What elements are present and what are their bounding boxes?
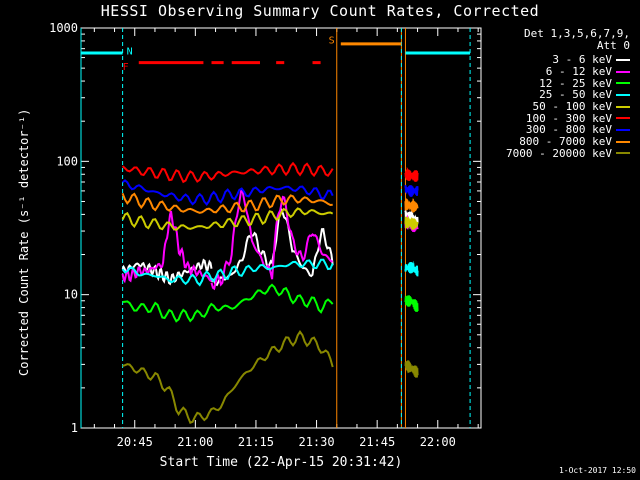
series-line: [122, 330, 334, 424]
legend-label: 100 - 300 keV: [525, 111, 612, 125]
series-line: [404, 198, 419, 213]
legend-label: 800 - 7000 keV: [519, 135, 612, 149]
legend: 3 - 6 keV 6 - 12 keV 12 - 25 keV 25 - 50 ke…: [480, 53, 630, 160]
series-300-800-kev: [121, 179, 419, 207]
legend-label: 300 - 800 keV: [525, 123, 612, 137]
flag-marker-n: N: [127, 46, 133, 57]
legend-entry: 800 - 7000 keV: [480, 135, 630, 149]
legend-label: 6 - 12 keV: [545, 65, 612, 79]
legend-swatch: [616, 140, 630, 143]
series-line: [210, 189, 333, 291]
legend-entry: 7000 - 20000 keV: [480, 146, 630, 160]
x-tick-label: 21:15: [238, 435, 274, 449]
legend-label: 25 - 50 keV: [539, 88, 612, 102]
legend-entry: 100 - 300 keV: [480, 111, 630, 125]
legend-swatch: [616, 58, 630, 61]
legend-label: 7000 - 20000 keV: [506, 146, 612, 160]
legend-label: 12 - 25 keV: [539, 76, 612, 90]
legend-swatch: [616, 128, 630, 131]
y-tick-label: 10: [64, 288, 78, 302]
legend-title: Det 1,3,5,6,7,9, Att 0: [524, 27, 630, 52]
y-tick-label: 1: [71, 421, 78, 435]
series-line: [210, 208, 334, 287]
legend-swatch: [616, 82, 630, 85]
legend-swatch: [616, 152, 630, 155]
series-line: [404, 294, 419, 312]
series-25-50-kev: [121, 258, 419, 287]
legend-entry: 50 - 100 keV: [480, 100, 630, 114]
series-line: [121, 179, 334, 207]
legend-swatch: [616, 105, 630, 108]
flag-marker-f: F: [123, 62, 129, 73]
series-800-7000-kev: [121, 192, 419, 214]
x-tick-label: 22:00: [420, 435, 456, 449]
legend-swatch: [616, 70, 630, 73]
x-tick-label: 20:45: [117, 435, 153, 449]
x-tick-label: 21:30: [298, 435, 334, 449]
x-axis-label: Start Time (22-Apr-15 20:31:42): [159, 455, 403, 470]
series-line: [404, 260, 419, 277]
series-line: [121, 161, 334, 184]
x-tick-label: 21:45: [359, 435, 395, 449]
legend-entry: 300 - 800 keV: [480, 123, 630, 137]
series-line: [121, 207, 334, 232]
y-tick-label: 100: [56, 154, 78, 168]
series-100-300-kev: [121, 161, 419, 184]
series-line: [404, 215, 419, 231]
legend-swatch: [616, 117, 630, 120]
legend-label: 3 - 6 keV: [552, 53, 612, 67]
series-50-100-kev: [121, 207, 419, 232]
series-line: [404, 166, 419, 182]
legend-entry: 6 - 12 keV: [480, 65, 630, 79]
series-line: [121, 210, 212, 284]
chart-title: HESSI Observing Summary Count Rates, Cor…: [100, 2, 540, 20]
series-line: [121, 258, 213, 286]
generation-timestamp: 1-Oct-2017 12:50: [558, 466, 636, 475]
y-tick-label: 1000: [49, 21, 78, 35]
legend-entry: 3 - 6 keV: [480, 53, 630, 67]
series-line: [122, 283, 334, 323]
series-line: [121, 192, 333, 214]
series-7000-20000-kev: [122, 330, 419, 424]
legend-entry: 12 - 25 keV: [480, 76, 630, 90]
series-line: [404, 360, 419, 378]
flag-marker-s: S: [329, 35, 335, 46]
series-line: [121, 258, 334, 287]
legend-entry: 25 - 50 keV: [480, 88, 630, 102]
x-tick-label: 21:00: [177, 435, 213, 449]
series-12-25-kev: [122, 283, 419, 323]
legend-swatch: [616, 93, 630, 96]
y-axis-label: Corrected Count Rate (s⁻¹ detector⁻¹): [17, 108, 31, 376]
series-line: [404, 185, 419, 197]
legend-label: 50 - 100 keV: [532, 100, 612, 114]
